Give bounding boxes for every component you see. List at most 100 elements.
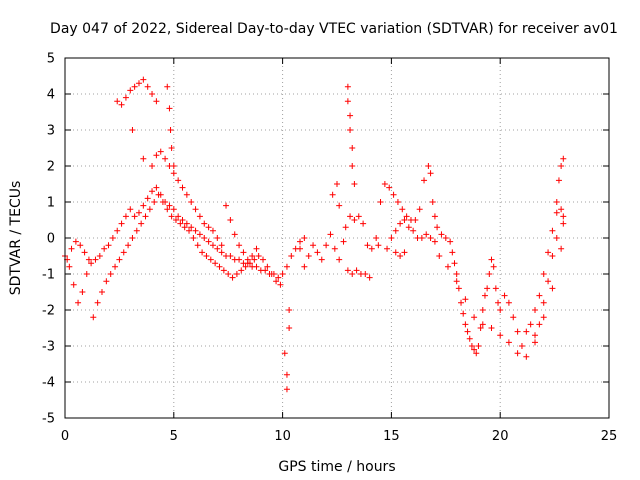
data-point — [381, 181, 388, 187]
data-point — [246, 260, 253, 267]
data-point — [423, 231, 430, 238]
data-point — [68, 245, 75, 252]
data-point — [218, 249, 225, 256]
data-point — [244, 256, 251, 263]
y-tick-label: 2 — [47, 160, 55, 175]
data-point — [283, 371, 290, 378]
chart-title: Day 047 of 2022, Sidereal Day-to-day VTE… — [50, 21, 618, 37]
data-point — [98, 289, 105, 295]
y-tick-label: -3 — [42, 340, 55, 355]
data-point — [277, 281, 284, 288]
data-point — [170, 163, 177, 169]
data-point — [377, 199, 384, 205]
data-point — [286, 307, 293, 313]
data-point — [75, 299, 82, 306]
data-point — [425, 163, 432, 169]
data-point — [351, 217, 358, 223]
data-point — [114, 98, 121, 105]
data-point — [131, 83, 138, 90]
y-tick-label: -5 — [42, 412, 55, 427]
data-point — [412, 217, 419, 223]
data-point — [231, 231, 238, 238]
data-point — [196, 213, 203, 220]
data-point — [207, 256, 214, 263]
y-axis-label: SDTVAR / TECUs — [8, 181, 24, 296]
data-point — [288, 253, 295, 259]
data-point — [94, 299, 101, 306]
data-point — [360, 220, 367, 227]
data-point — [118, 101, 125, 108]
data-point — [301, 263, 308, 270]
data-point — [479, 321, 486, 328]
data-point — [347, 213, 354, 220]
data-point — [431, 238, 438, 245]
data-point — [347, 127, 354, 133]
data-point — [310, 242, 317, 249]
data-point — [410, 227, 417, 234]
x-tick-label: 25 — [601, 429, 618, 444]
data-point — [484, 285, 491, 292]
data-point — [144, 195, 151, 202]
data-point — [149, 188, 156, 195]
data-point — [159, 199, 166, 205]
x-tick-label: 20 — [492, 429, 509, 444]
data-point — [118, 220, 125, 227]
data-point — [168, 145, 175, 151]
data-point — [545, 249, 552, 256]
data-point — [120, 249, 127, 256]
data-point — [205, 238, 212, 245]
data-point — [401, 217, 408, 223]
data-point — [190, 235, 197, 241]
data-point — [209, 227, 216, 234]
data-point — [388, 235, 395, 241]
data-point — [81, 249, 88, 256]
x-tick-label: 5 — [170, 429, 178, 444]
data-point — [112, 263, 119, 270]
data-point — [501, 292, 508, 299]
data-point — [468, 343, 475, 349]
data-point — [166, 105, 173, 112]
data-point — [151, 199, 158, 205]
data-point — [334, 181, 340, 187]
data-point — [553, 199, 560, 205]
data-point — [181, 224, 188, 231]
data-point — [140, 202, 147, 209]
data-point — [558, 245, 565, 252]
data-point — [397, 220, 404, 227]
data-point — [70, 281, 77, 288]
data-point — [66, 263, 73, 270]
data-point — [444, 263, 451, 270]
data-point — [532, 339, 539, 346]
data-point — [109, 235, 116, 241]
data-point — [475, 343, 482, 349]
data-point — [471, 314, 478, 321]
data-point — [220, 267, 227, 274]
data-point — [205, 224, 212, 231]
data-point — [497, 307, 504, 313]
data-point — [170, 206, 177, 213]
data-point — [218, 242, 225, 249]
data-point — [153, 184, 160, 191]
data-point — [233, 271, 240, 277]
data-point — [540, 271, 547, 277]
data-point — [344, 83, 351, 90]
data-point — [553, 235, 560, 241]
data-point — [170, 170, 177, 177]
data-point — [225, 271, 232, 277]
data-point — [401, 249, 408, 256]
data-point — [216, 263, 223, 270]
data-point — [167, 127, 174, 133]
data-point — [536, 292, 543, 299]
data-point — [523, 353, 530, 360]
data-point — [558, 163, 565, 169]
data-point — [514, 328, 521, 335]
data-point — [131, 213, 138, 220]
data-point — [349, 271, 356, 277]
data-point — [427, 235, 434, 241]
data-point — [434, 224, 441, 231]
data-points — [62, 76, 567, 393]
data-point — [85, 256, 92, 263]
data-point — [140, 76, 147, 83]
data-point — [192, 227, 199, 234]
data-point — [275, 274, 282, 281]
